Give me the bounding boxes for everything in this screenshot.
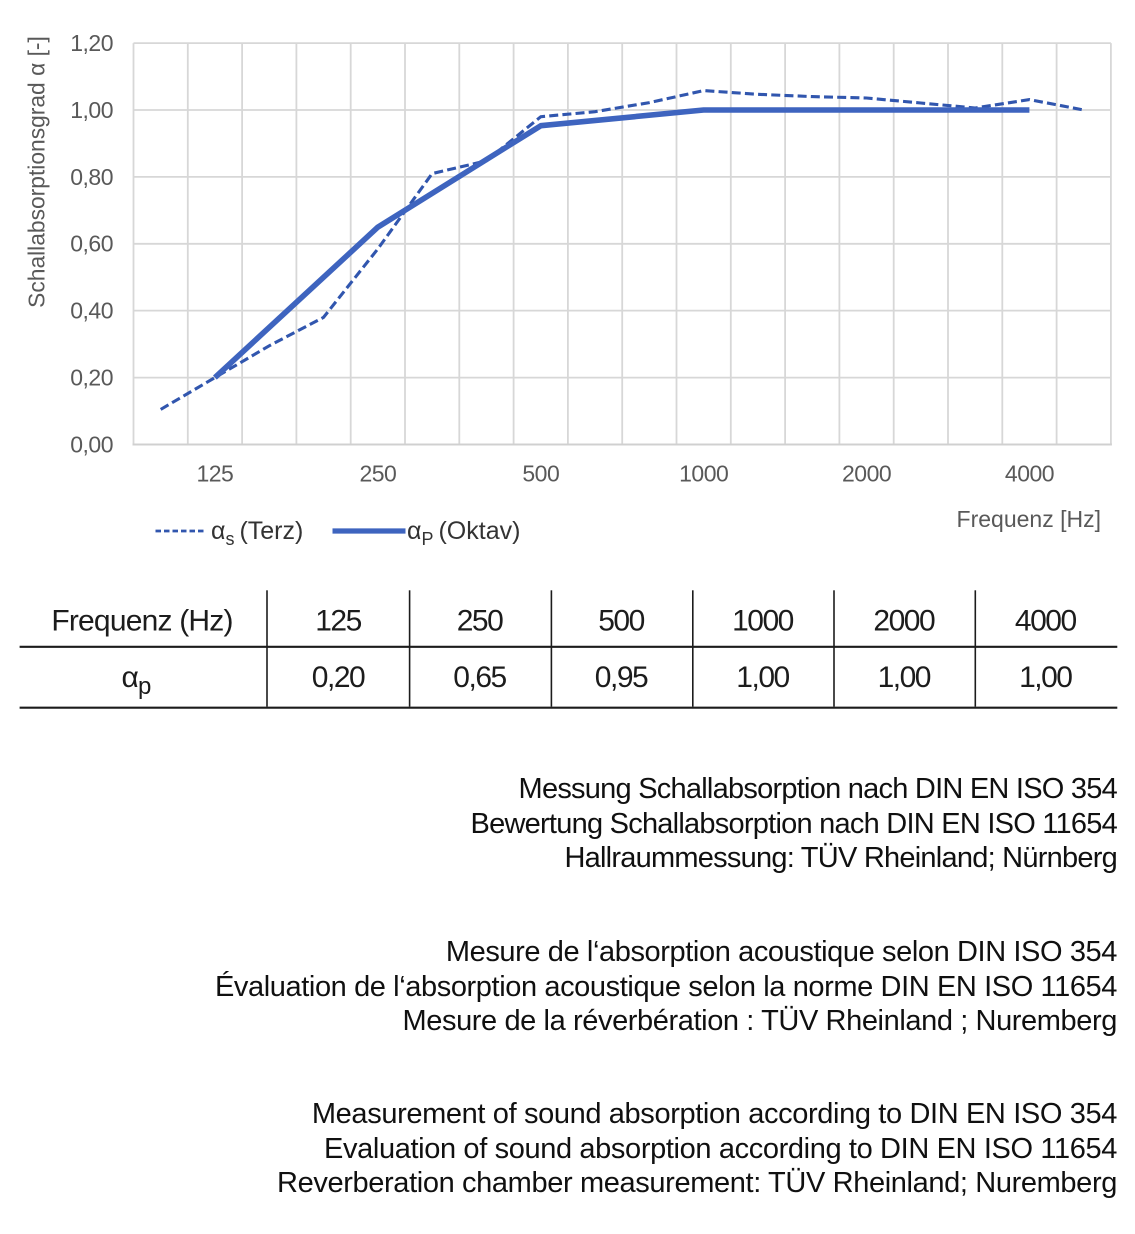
svg-text:1,00: 1,00 [70, 97, 113, 123]
svg-text:1000: 1000 [732, 605, 794, 638]
svg-text:4000: 4000 [1005, 461, 1054, 487]
svg-text:500: 500 [522, 461, 559, 487]
svg-text:125: 125 [315, 605, 361, 638]
svg-text:1,20: 1,20 [70, 30, 113, 56]
svg-text:αP (Oktav): αP (Oktav) [407, 517, 520, 549]
svg-text:2000: 2000 [873, 605, 935, 638]
svg-text:αs (Terz): αs (Terz) [211, 517, 303, 549]
svg-text:1,00: 1,00 [736, 661, 789, 694]
svg-text:0,60: 0,60 [70, 231, 113, 257]
svg-text:500: 500 [598, 605, 644, 638]
svg-text:αp: αp [121, 661, 151, 700]
svg-text:0,20: 0,20 [70, 365, 113, 391]
svg-text:4000: 4000 [1015, 605, 1077, 638]
svg-text:0,80: 0,80 [70, 164, 113, 190]
svg-text:250: 250 [457, 605, 503, 638]
svg-text:Frequenz [Hz]: Frequenz [Hz] [957, 506, 1101, 532]
svg-text:2000: 2000 [842, 461, 891, 487]
svg-text:1,00: 1,00 [1019, 661, 1072, 694]
svg-text:0,65: 0,65 [453, 661, 506, 694]
svg-text:250: 250 [359, 461, 396, 487]
svg-text:0,95: 0,95 [595, 661, 648, 694]
svg-text:0,20: 0,20 [312, 661, 365, 694]
svg-text:0,40: 0,40 [70, 298, 113, 324]
svg-text:1,00: 1,00 [878, 661, 931, 694]
svg-text:125: 125 [196, 461, 233, 487]
svg-text:Schallabsorptionsgrad α [-]: Schallabsorptionsgrad α [-] [24, 36, 50, 308]
svg-text:Frequenz (Hz): Frequenz (Hz) [51, 605, 232, 638]
svg-text:1000: 1000 [679, 461, 728, 487]
svg-text:0,00: 0,00 [70, 431, 113, 457]
